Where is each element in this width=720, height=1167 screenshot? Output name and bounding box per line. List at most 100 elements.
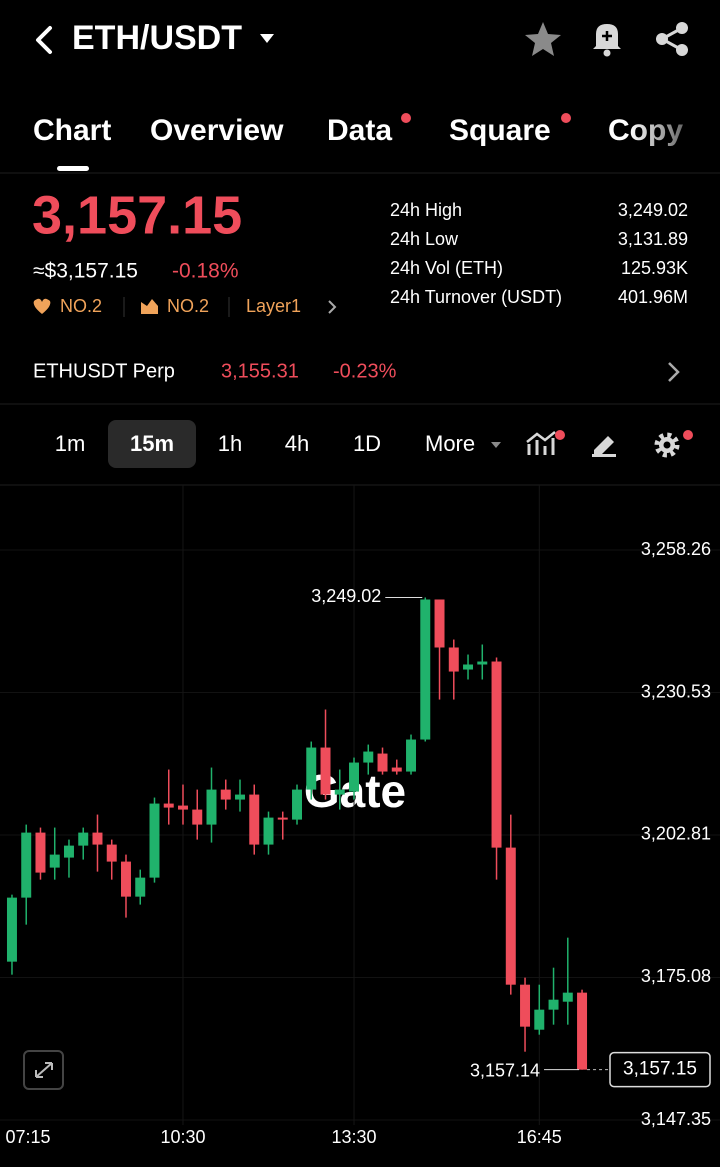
stat-label: 24h High [390,200,462,220]
candle-body [292,789,302,820]
settings-icon[interactable] [654,432,680,458]
y-tick-label: 3,202.81 [641,824,711,844]
candle-body [477,661,488,665]
tab[interactable]: Chart [33,114,111,147]
candle-body [249,794,260,845]
candle-body [192,809,203,825]
candle-body [562,992,573,1002]
stat-label: 24h Turnover (USDT) [390,287,562,307]
y-tick-label: 3,230.53 [641,681,711,701]
tab-badge [561,113,571,123]
rank-tag[interactable]: NO.2 [60,296,102,316]
candle-body [434,599,445,648]
candle-body [206,789,217,825]
candle-body [49,854,60,868]
candle-body [491,661,502,848]
candle-body [263,817,274,845]
favorite-icon[interactable] [525,22,561,56]
candle-body [406,739,417,772]
tab[interactable]: Data [327,114,392,147]
perp-change: -0.23% [333,360,397,382]
candle-body [391,767,402,772]
candle-body [548,999,559,1010]
stat-value: 3,249.02 [618,200,688,220]
candle-body [306,747,317,790]
candle-body [220,789,231,800]
candle-body [120,861,131,897]
candle-body [520,984,531,1027]
alert-icon[interactable] [593,24,621,57]
candle-body [21,832,32,898]
perp-chevron[interactable] [668,362,680,382]
tab[interactable]: Overview [150,114,284,147]
candle-body [135,877,146,897]
indicator-icon[interactable] [526,431,556,455]
price-change: -0.18% [172,260,239,283]
interval[interactable]: 1D [353,431,381,456]
perp-name[interactable]: ETHUSDT Perp [33,360,175,382]
stat-value: 3,131.89 [618,229,688,249]
interval[interactable]: 1m [55,431,86,456]
candle-body [92,832,103,845]
pair-dropdown[interactable] [260,34,274,43]
candle-body [277,817,288,820]
candle-body [106,844,117,862]
x-tick-label: 10:30 [160,1127,205,1147]
x-tick-label: 13:30 [331,1127,376,1147]
pair-title[interactable]: ETH/USDT [72,19,242,57]
y-tick-label: 3,147.35 [641,1109,711,1129]
chart: Gate3,258.263,230.533,202.813,175.083,14… [0,485,720,1147]
candle-body [534,1009,545,1030]
badge [555,430,565,440]
selected-interval-bg [108,420,196,468]
candle-body [377,753,388,772]
perp-price: 3,155.31 [221,360,299,382]
last-price: 3,157.15 [32,185,242,245]
candle-body [448,647,459,672]
stat-value: 125.93K [621,258,688,278]
badge [683,430,693,440]
x-tick-label: 07:15 [5,1127,50,1147]
candle-body [420,599,431,740]
sector-tag[interactable]: Layer1 [246,296,301,316]
share-icon[interactable] [656,22,688,56]
tab[interactable]: Square [449,114,551,147]
approx-price: ≈$3,157.15 [33,260,138,283]
rank-tag[interactable]: NO.2 [167,296,209,316]
draw-icon[interactable] [592,436,616,457]
last-price-label: 3,157.15 [623,1059,697,1080]
candle-body [63,845,74,858]
max-label: 3,249.02 [311,586,381,606]
x-tick-label: 16:45 [517,1127,562,1147]
expand-button[interactable] [23,1050,64,1090]
last-price-box [609,1051,711,1088]
tag-icon [141,299,158,314]
candle-body [363,751,374,763]
candle-body [334,789,345,795]
tag-chevron[interactable] [328,300,337,314]
interval[interactable]: 1h [218,431,242,456]
active-tab-indicator [57,166,89,171]
y-tick-label: 3,175.08 [641,966,711,986]
tab-badge [401,113,411,123]
interval[interactable]: More [425,431,475,456]
candle-body [178,805,188,810]
candle-body [35,832,46,873]
candle-body [235,794,245,800]
candle-body [320,747,331,795]
candle-body [149,803,160,878]
candle-body [6,897,17,962]
y-tick-label: 3,258.26 [641,539,711,559]
interval[interactable]: 15m [130,431,174,456]
candle-body [505,847,516,985]
more-dropdown[interactable] [491,442,501,448]
candle-body [577,992,588,1070]
candle-body [78,832,89,846]
back-button[interactable] [36,26,52,54]
candle-body [463,664,474,670]
interval[interactable]: 4h [285,431,309,456]
tag-icon [33,298,51,314]
